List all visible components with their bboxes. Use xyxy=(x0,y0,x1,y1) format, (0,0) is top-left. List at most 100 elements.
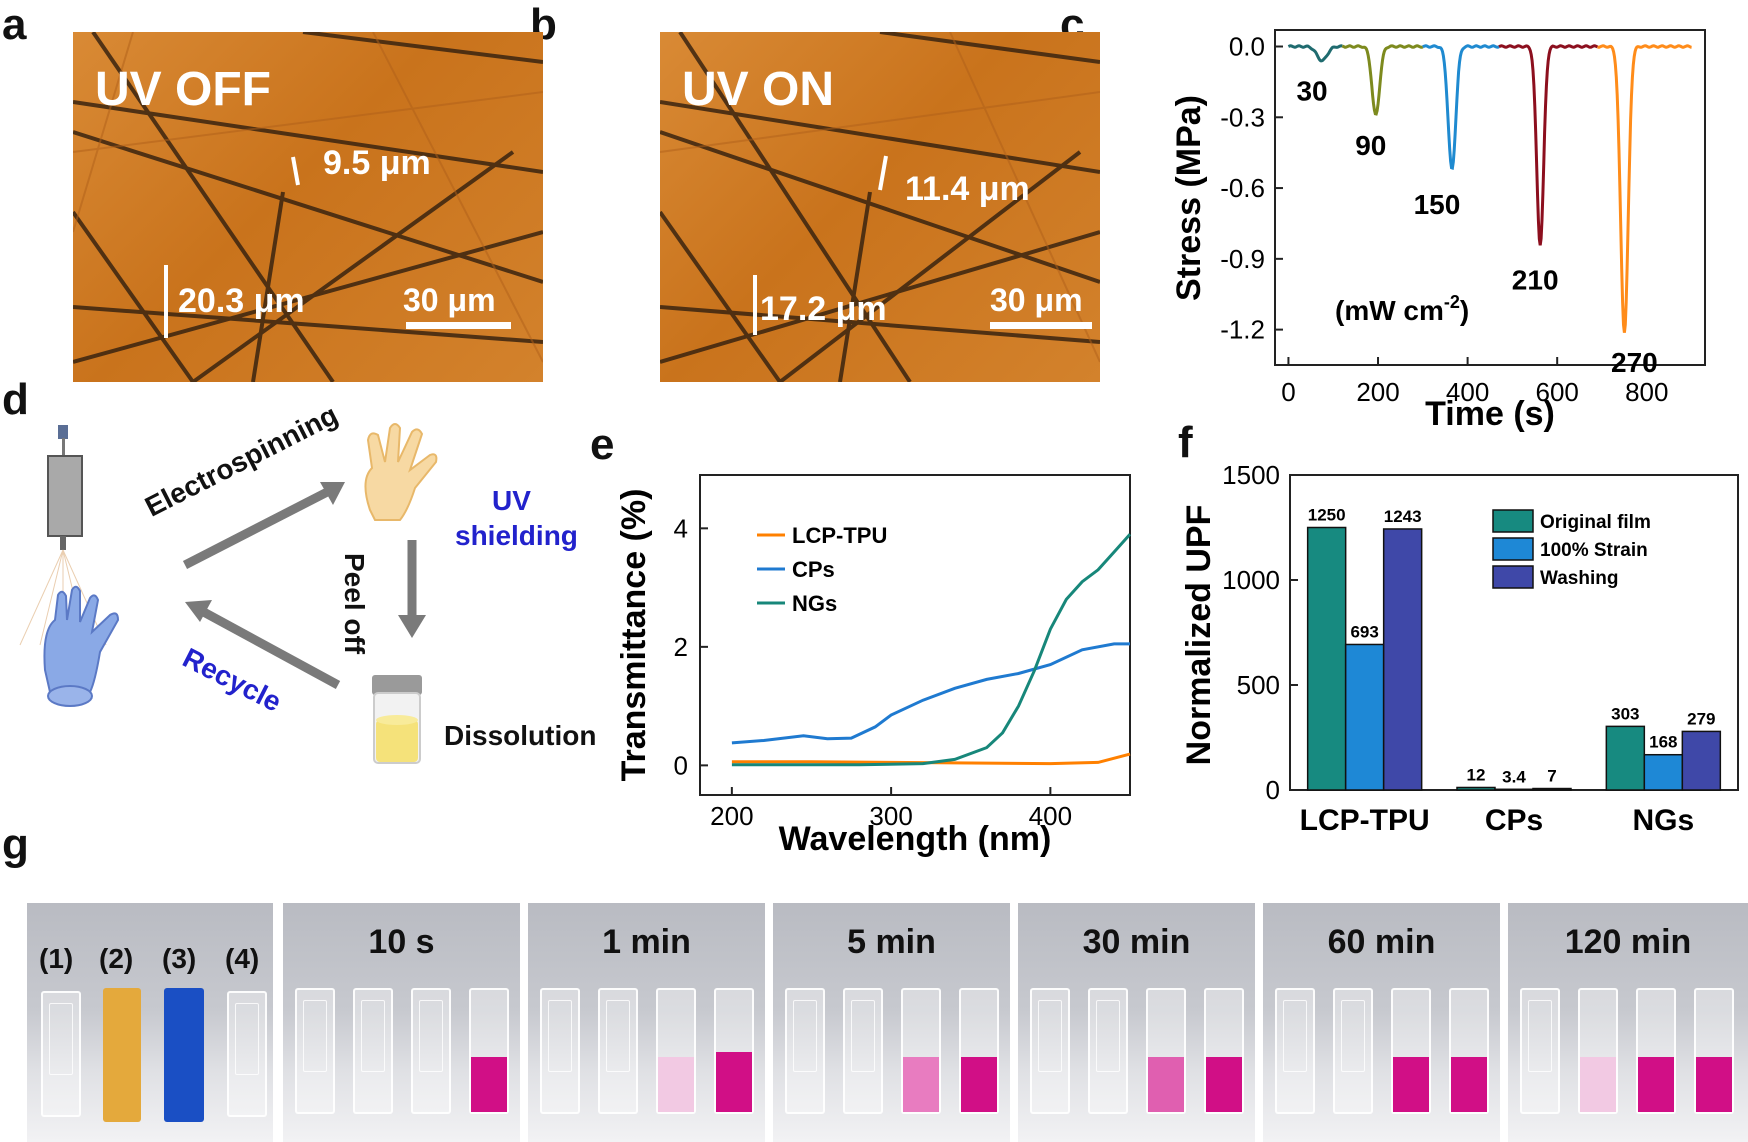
photo-60min: 60 min xyxy=(1263,903,1500,1142)
cuvette xyxy=(1333,988,1373,1114)
bar-lcp-tpu-2 xyxy=(1382,528,1423,791)
cuvette-dyed xyxy=(959,988,999,1114)
stress-time-chart: 0.0 -0.3 -0.6 -0.9 -1.2 0 200 400 600 800 30 90 15… xyxy=(1170,29,1706,433)
peak-label: 30 xyxy=(1296,76,1327,107)
cuvette xyxy=(540,988,580,1114)
blue-glove-icon xyxy=(43,585,120,707)
cuvette-dyed xyxy=(1694,988,1734,1114)
time-label: 5 min xyxy=(847,923,936,961)
stress-curve-270 xyxy=(1597,44,1692,333)
y-tick-label: 1500 xyxy=(1222,460,1280,490)
cuvette xyxy=(295,988,335,1114)
y-tick-label: 0.0 xyxy=(1229,32,1265,62)
cuvette xyxy=(1275,988,1315,1114)
x-axis-label: Wavelength (nm) xyxy=(779,820,1052,858)
step-shielding: shielding xyxy=(455,520,578,551)
panel-label-d: d xyxy=(2,375,29,424)
legend-label: 100% Strain xyxy=(1540,540,1648,561)
y-axis-label: Stress (MPa) xyxy=(1170,95,1208,301)
step-dissolution: Dissolution xyxy=(444,720,597,751)
recycling-schematic: Electrospinning UV shielding Peel off Di… xyxy=(0,399,620,840)
x-tick-label: 200 xyxy=(1356,377,1399,407)
panel-label-f: f xyxy=(1178,418,1193,467)
schematic-drawing xyxy=(19,423,438,764)
time-label: 60 min xyxy=(1327,923,1436,961)
fiber-width-top: 11.4 μm xyxy=(905,170,1030,208)
sample-label-1: (1) xyxy=(39,943,74,974)
process-arrows xyxy=(182,482,426,689)
stress-curve-150 xyxy=(1422,44,1500,170)
uv-on-title: UV ON xyxy=(682,63,835,116)
x-tick-label: 600 xyxy=(1535,377,1578,407)
y-tick-label: 4 xyxy=(674,513,688,543)
time-label: 10 s xyxy=(368,923,435,961)
legend-label: CPs xyxy=(792,557,835,582)
series-lcp-tpu xyxy=(731,752,1131,766)
photo-30min: 30 min xyxy=(1018,903,1255,1142)
scale-bar xyxy=(406,322,511,329)
scale-bar-label: 30 μm xyxy=(403,282,496,318)
cuvette-dyed xyxy=(469,988,509,1114)
fiber-network xyxy=(73,32,543,382)
empty-cuvette xyxy=(227,991,267,1117)
photo-120min: 120 min xyxy=(1508,903,1748,1142)
bar-ngs-1 xyxy=(1643,753,1684,791)
bar-cps-2 xyxy=(1532,787,1572,791)
cuvette xyxy=(1030,988,1070,1114)
stress-curve-90 xyxy=(1341,44,1424,116)
micrograph-uv-on: UV ON 11.4 μm 17.2 μm 30 μm xyxy=(660,32,1100,382)
plot-frame xyxy=(699,474,1131,796)
syringe-icon xyxy=(47,425,83,550)
y-tick-label: 0 xyxy=(674,750,688,780)
y-axis-label: Normalized UPF xyxy=(1185,505,1218,766)
empty-cuvette xyxy=(41,991,81,1117)
x-tick-label: 400 xyxy=(1446,377,1489,407)
series-ngs xyxy=(731,533,1132,767)
transmittance-chart: 0 2 4 200 300 400 LCP-TPU CPs NGs Transmittanc… xyxy=(620,474,1132,858)
legend-swatch xyxy=(1492,565,1534,589)
fiber-width-top: 9.5 μm xyxy=(323,144,431,182)
bar-lcp-tpu-0 xyxy=(1306,526,1347,791)
step-peel-off: Peel off xyxy=(339,553,370,655)
yellow-sample xyxy=(103,988,141,1122)
category-label: NGs xyxy=(1632,804,1694,837)
cuvette xyxy=(785,988,825,1114)
unit-label: (mW cm-2) xyxy=(1335,292,1469,326)
y-tick-label: 500 xyxy=(1237,670,1280,700)
y-tick-label: 0 xyxy=(1266,775,1280,805)
cuvette xyxy=(598,988,638,1114)
step-uv: UV xyxy=(492,485,531,516)
panel-label-e: e xyxy=(590,420,615,469)
legend-swatch xyxy=(1492,509,1534,533)
stress-curve-210 xyxy=(1498,44,1599,246)
bar-value-label: 7 xyxy=(1547,767,1556,786)
series-cps xyxy=(731,642,1130,745)
photo-10s: 10 s xyxy=(283,903,520,1142)
scale-bar xyxy=(990,322,1092,329)
legend-swatch xyxy=(1492,537,1534,561)
x-tick-label: 800 xyxy=(1625,377,1668,407)
cuvette xyxy=(1088,988,1128,1114)
cuvette-faint xyxy=(1578,988,1618,1114)
cuvette-dyed xyxy=(714,988,754,1114)
panel-label-g: g xyxy=(2,820,29,869)
unit-text: (mW cm xyxy=(1335,295,1444,326)
y-tick-label: 2 xyxy=(674,632,688,662)
panel-label-a: a xyxy=(2,0,27,49)
y-tick-label: -0.6 xyxy=(1220,173,1265,203)
legend-label: Washing xyxy=(1540,568,1618,589)
bar-value-label: 168 xyxy=(1649,733,1677,752)
scale-bar-label: 30 μm xyxy=(990,282,1083,318)
bar-value-label: 3.4 xyxy=(1502,767,1526,786)
bar-value-label: 693 xyxy=(1350,622,1378,641)
solution-vial-icon xyxy=(372,675,422,764)
bar-cps-0 xyxy=(1456,786,1496,791)
bar-ngs-2 xyxy=(1681,730,1722,791)
peak-label: 90 xyxy=(1355,130,1386,161)
fiber-network xyxy=(660,32,1100,382)
photo-samples: (1) (2) (3) (4) xyxy=(27,903,273,1142)
legend-label: NGs xyxy=(792,591,837,616)
fiber-width-bottom: 20.3 μm xyxy=(178,282,305,320)
photo-1min: 1 min xyxy=(528,903,765,1142)
